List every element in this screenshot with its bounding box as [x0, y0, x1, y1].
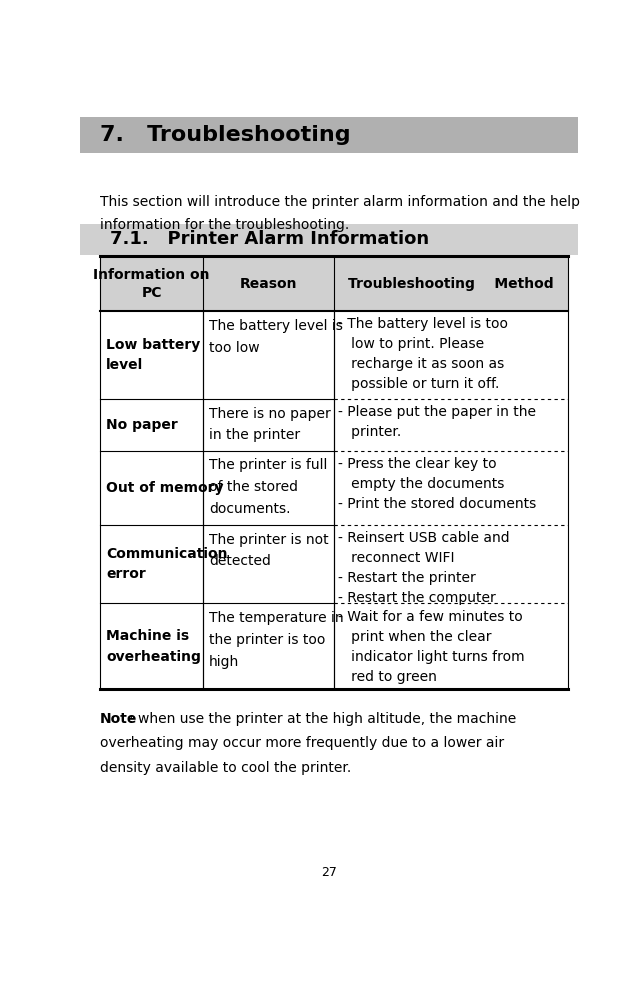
- Text: No paper: No paper: [106, 418, 178, 432]
- Text: Reason: Reason: [239, 276, 297, 290]
- Text: Troubleshooting    Method: Troubleshooting Method: [348, 276, 554, 290]
- Text: - Press the clear key to
   empty the documents
- Print the stored documents: - Press the clear key to empty the docum…: [338, 457, 536, 511]
- Text: - Reinsert USB cable and
   reconnect WIFI
- Restart the printer
- Restart the c: - Reinsert USB cable and reconnect WIFI …: [338, 531, 510, 606]
- Text: Low battery
level: Low battery level: [106, 338, 200, 373]
- FancyBboxPatch shape: [100, 257, 568, 311]
- Text: - Please put the paper in the
   printer.: - Please put the paper in the printer.: [338, 405, 536, 439]
- FancyBboxPatch shape: [80, 224, 578, 255]
- Text: - Wait for a few minutes to
   print when the clear
   indicator light turns fro: - Wait for a few minutes to print when t…: [338, 609, 525, 684]
- Text: density available to cool the printer.: density available to cool the printer.: [100, 761, 351, 775]
- Text: : when use the printer at the high altitude, the machine: : when use the printer at the high altit…: [128, 712, 516, 725]
- Text: information for the troubleshooting.: information for the troubleshooting.: [100, 218, 349, 232]
- Text: Machine is
overheating: Machine is overheating: [106, 629, 201, 664]
- Text: The temperature in
the printer is too
high: The temperature in the printer is too hi…: [209, 611, 343, 669]
- Text: Note: Note: [100, 712, 137, 725]
- Text: 7.   Troubleshooting: 7. Troubleshooting: [100, 125, 351, 145]
- Text: Information on
PC: Information on PC: [93, 268, 210, 300]
- FancyBboxPatch shape: [80, 117, 578, 154]
- Text: overheating may occur more frequently due to a lower air: overheating may occur more frequently du…: [100, 736, 504, 750]
- Text: Out of memory: Out of memory: [106, 481, 223, 495]
- Text: Communication
error: Communication error: [106, 547, 228, 582]
- Text: The printer is not
detected: The printer is not detected: [209, 532, 329, 568]
- Text: - The battery level is too
   low to print. Please
   recharge it as soon as
   : - The battery level is too low to print.…: [338, 317, 508, 391]
- Text: The printer is full
of the stored
documents.: The printer is full of the stored docume…: [209, 459, 327, 516]
- Text: 7.1.   Printer Alarm Information: 7.1. Printer Alarm Information: [110, 231, 429, 249]
- Text: The battery level is
too low: The battery level is too low: [209, 319, 343, 355]
- Text: This section will introduce the printer alarm information and the help: This section will introduce the printer …: [100, 195, 580, 209]
- Text: 27: 27: [321, 866, 337, 879]
- Text: There is no paper
in the printer: There is no paper in the printer: [209, 406, 331, 442]
